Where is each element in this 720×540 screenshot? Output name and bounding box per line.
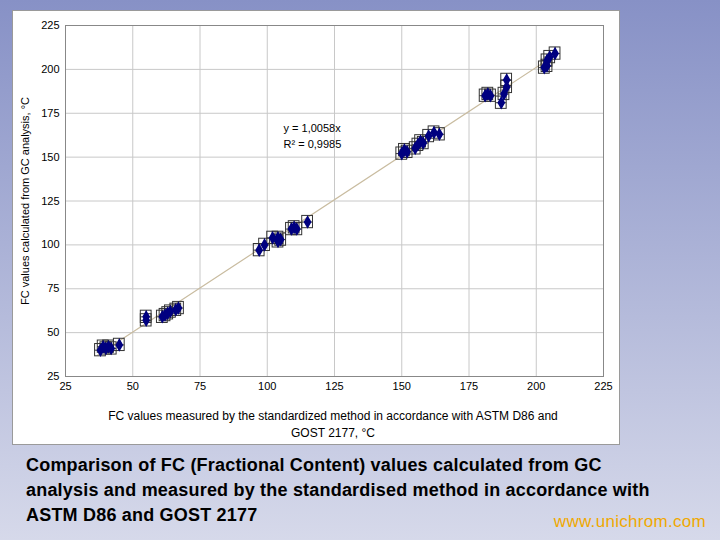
svg-text:125: 125 xyxy=(41,195,59,207)
svg-text:175: 175 xyxy=(460,380,478,392)
svg-text:y = 1,0058xR² = 0,9985: y = 1,0058xR² = 0,9985 xyxy=(284,122,342,150)
svg-text:200: 200 xyxy=(527,380,545,392)
svg-text:100: 100 xyxy=(258,380,276,392)
svg-text:225: 225 xyxy=(594,380,612,392)
svg-text:175: 175 xyxy=(41,107,59,119)
svg-text:200: 200 xyxy=(41,63,59,75)
svg-text:150: 150 xyxy=(41,151,59,163)
svg-text:25: 25 xyxy=(47,370,59,382)
html-text:www.unichrom.com: www.unichrom.com xyxy=(553,512,706,531)
svg-text:150: 150 xyxy=(393,380,411,392)
html-text:Comparison of FC (Fractional C: Comparison of FC (Fractional Content) va… xyxy=(26,455,650,525)
svg-text:75: 75 xyxy=(47,282,59,294)
svg-text:125: 125 xyxy=(325,380,343,392)
html-text:GOST 2177, °C: GOST 2177, °C xyxy=(291,426,375,440)
svg-text:75: 75 xyxy=(194,380,206,392)
svg-text:FC values calculated from GC a: FC values calculated from GC analysis, °… xyxy=(19,97,31,305)
svg-text:50: 50 xyxy=(47,326,59,338)
svg-text:25: 25 xyxy=(59,380,71,392)
html-text:FC values measured by the stan: FC values measured by the standardized m… xyxy=(108,409,558,423)
svg-text:100: 100 xyxy=(41,238,59,250)
svg-text:225: 225 xyxy=(41,19,59,31)
svg-text:50: 50 xyxy=(127,380,139,392)
